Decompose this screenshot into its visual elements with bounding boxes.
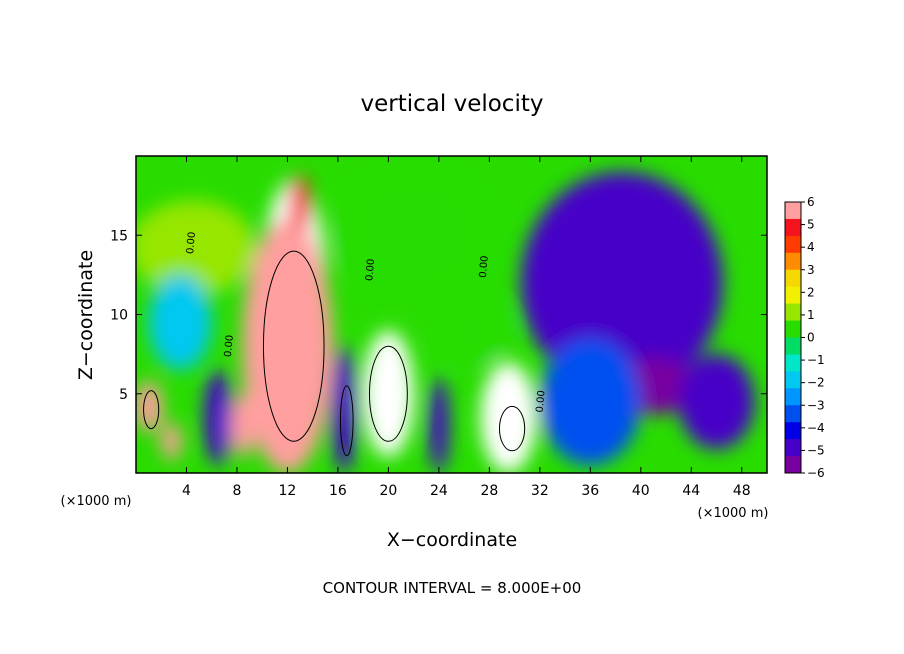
x-tick-label-0: 4: [182, 483, 191, 499]
zero-contours: 0.00 0.00 0.00 0.00 0.00: [143, 231, 548, 457]
y-tick-label-1: 10: [110, 308, 128, 324]
x-axis-label: X−coordinate: [387, 529, 517, 551]
colorbar-segment-11: [785, 388, 801, 406]
field-cell-3: [289, 175, 311, 233]
colorbar-segment-1: [785, 218, 801, 237]
colorbar-label-1: 5: [807, 218, 815, 232]
field-cell-18: [337, 171, 490, 299]
contour-line-0: [262, 250, 325, 442]
x-tick-label-1: 8: [232, 483, 241, 499]
x-unit-right: (×1000 m): [698, 506, 769, 521]
contour-line-4: [143, 390, 160, 430]
x-tick-label-3: 16: [329, 483, 347, 499]
x-tick-label-4: 20: [379, 483, 397, 499]
field-cell-7: [204, 369, 232, 466]
field-cell-12: [480, 362, 537, 473]
colorbar-label-0: 6: [807, 195, 815, 209]
chart-title: vertical velocity: [361, 91, 544, 117]
x-tick-label-2: 12: [279, 483, 297, 499]
x-tick-label-11: 48: [733, 483, 751, 499]
colorbar-segment-4: [785, 269, 801, 288]
colorbar-label-7: −1: [807, 353, 825, 367]
contour-label-3: 0.00: [535, 390, 548, 413]
contour-line-3: [339, 385, 354, 457]
field-cell-14: [520, 171, 723, 394]
colorbar-segment-8: [785, 337, 801, 355]
colorbar-segment-9: [785, 354, 801, 372]
contour-label-0: 0.00: [185, 231, 198, 254]
contour-interval-note: CONTOUR INTERVAL = 8.000E+00: [323, 579, 582, 597]
x-tick-label-5: 24: [430, 483, 448, 499]
plot-area: 0.00 0.00 0.00 0.00 0.00: [136, 156, 767, 473]
y-axis-label: Z−coordinate: [75, 250, 97, 380]
field-cell-10: [363, 330, 414, 458]
field-cell-16: [678, 354, 755, 450]
field-cell-0: [136, 200, 256, 296]
colorbar-label-8: −2: [807, 376, 825, 390]
field-cell-13: [432, 298, 509, 363]
field-cell-9: [331, 346, 357, 473]
contour-label-4: 0.00: [223, 334, 236, 357]
field-cell-8: [230, 393, 256, 458]
colorbar-segment-12: [785, 405, 801, 423]
contour-line-2: [498, 405, 526, 452]
contour-label-1: 0.00: [364, 258, 377, 281]
colorbar-label-4: 2: [807, 285, 815, 299]
colorbar-segment-2: [785, 235, 801, 254]
x-tick-label-9: 40: [632, 483, 650, 499]
colorbar-segment-10: [785, 371, 801, 389]
colorbar-label-9: −3: [807, 398, 825, 412]
colorbar-segment-13: [785, 422, 801, 440]
colorbar-label-5: 1: [807, 308, 815, 322]
colorbar-label-10: −4: [807, 421, 825, 435]
colorbar-segment-0: [785, 202, 801, 220]
colorbar-segment-7: [785, 320, 801, 338]
velocity-field: [136, 171, 755, 473]
colorbar-label-3: 3: [807, 263, 815, 277]
x-tick-label-10: 44: [682, 483, 700, 499]
colorbar-segment-15: [785, 456, 801, 474]
y-axis-ticks: 5 10 15: [110, 228, 767, 403]
contour-label-2: 0.00: [478, 255, 491, 278]
colorbar-label-6: 0: [807, 331, 815, 345]
colorbar: 6 5 4 3 2 1 0 −1 −2 −3 −4 −5 −6: [784, 195, 825, 480]
colorbar-segment-14: [785, 439, 801, 457]
colorbar-segment-6: [785, 303, 801, 322]
colorbar-label-12: −6: [807, 466, 825, 480]
field-cell-2: [242, 219, 333, 473]
x-axis-ticks: 4 8 12 16 20 24 28 32 36 40 44 48: [182, 156, 751, 499]
x-tick-label-8: 36: [581, 483, 599, 499]
field-cell-11: [428, 377, 449, 473]
field-cell-17: [539, 338, 641, 466]
y-tick-label-2: 15: [110, 228, 128, 244]
x-unit-left: (×1000 m): [61, 494, 132, 509]
colorbar-segment-5: [785, 286, 801, 305]
contour-line-1: [368, 345, 408, 442]
colorbar-label-2: 4: [807, 240, 815, 254]
colorbar-segment-3: [785, 252, 801, 271]
x-tick-label-7: 32: [531, 483, 549, 499]
x-tick-label-6: 28: [480, 483, 498, 499]
y-tick-label-0: 5: [119, 387, 128, 403]
field-cell-6: [161, 422, 182, 461]
field-cell-4: [148, 274, 212, 370]
colorbar-label-11: −5: [807, 443, 825, 457]
